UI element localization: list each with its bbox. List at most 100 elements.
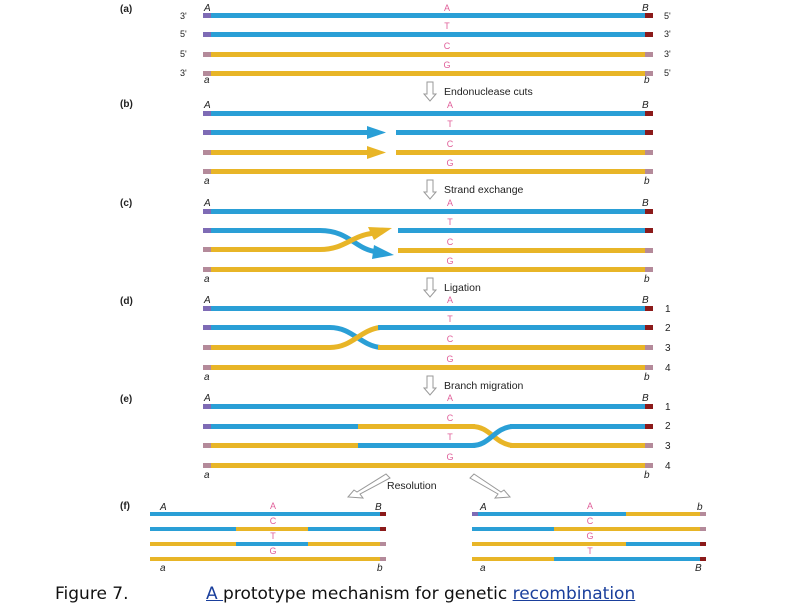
end-cap xyxy=(203,111,211,116)
end-cap xyxy=(203,13,211,18)
strand-1 xyxy=(203,13,653,18)
end-cap xyxy=(645,169,653,174)
end-cap xyxy=(203,32,211,37)
strand-4 xyxy=(150,557,386,561)
strand-letter: A xyxy=(270,501,276,511)
caption-link-recombination[interactable]: recombination xyxy=(512,584,636,604)
resolution-arrow-right-icon xyxy=(469,473,512,499)
end-cap xyxy=(700,557,706,561)
end-cap xyxy=(203,52,211,57)
step-arrow-icon xyxy=(422,81,438,102)
strand-letter: A xyxy=(447,100,453,110)
end-cap xyxy=(700,542,706,546)
strand-number: 4 xyxy=(665,461,671,472)
end-label-b: b xyxy=(377,563,383,574)
end-label-A: A xyxy=(479,502,487,513)
strand-2 xyxy=(203,32,653,37)
step-label-branch-migration: Branch migration xyxy=(444,380,524,392)
strand-letter: A xyxy=(587,501,593,511)
strand-2-right xyxy=(396,130,653,135)
end-cap xyxy=(203,325,211,330)
step-label-resolution: Resolution xyxy=(387,480,437,492)
strand-2-gold xyxy=(554,527,706,531)
end-cap xyxy=(203,424,211,429)
strand-2-blue-right xyxy=(308,527,386,531)
end-label-A: A xyxy=(159,502,167,513)
end-cap xyxy=(380,527,386,531)
strand-letter: T xyxy=(447,432,453,442)
panel-d-label: (d) xyxy=(120,296,133,307)
caption-link-a[interactable]: A xyxy=(206,584,224,604)
strand-letter: G xyxy=(269,546,276,556)
strand-4 xyxy=(203,365,653,370)
end-cap xyxy=(645,209,653,214)
step-arrow-icon xyxy=(422,179,438,200)
strand-3-gold xyxy=(150,542,236,546)
resolution-arrow-left-icon xyxy=(346,473,391,499)
strand-letter: G xyxy=(443,60,450,70)
end-cap xyxy=(700,527,706,531)
strand-letter: A xyxy=(444,3,450,13)
strand-3-arrowhead xyxy=(367,146,386,159)
strand-1-blue xyxy=(472,512,626,516)
strand-2-gold xyxy=(236,527,308,531)
right-mark-1: 5' xyxy=(664,11,671,21)
strand-3-invading xyxy=(203,230,375,252)
resolution-product-left: A B a b A C T G xyxy=(150,501,386,574)
end-cap xyxy=(380,557,386,561)
strand-4-blue xyxy=(554,557,706,561)
step-label-endonuclease: Endonuclease cuts xyxy=(444,86,533,98)
panel-c-label: (c) xyxy=(120,198,132,209)
panel-e-label: (e) xyxy=(120,394,132,405)
end-cap xyxy=(645,150,653,155)
end-cap xyxy=(203,463,211,468)
end-cap xyxy=(645,13,653,18)
end-cap xyxy=(203,130,211,135)
strand-3-gold xyxy=(472,542,626,546)
strand-1 xyxy=(203,111,653,116)
end-label-A: A xyxy=(203,295,211,306)
strand-letter: C xyxy=(447,139,454,149)
strand-letter: C xyxy=(587,516,594,526)
strand-3-right xyxy=(398,248,653,253)
strand-4 xyxy=(203,169,653,174)
strand-letter: A xyxy=(447,295,453,305)
panel-e: (e) A B a b A C T G 1 2 3 4 xyxy=(120,393,671,481)
strand-letter: A xyxy=(447,393,453,403)
end-cap xyxy=(645,443,653,448)
strand-letter: G xyxy=(446,256,453,266)
strand-letter: C xyxy=(447,237,454,247)
end-cap xyxy=(203,267,211,272)
strand-4 xyxy=(203,463,653,468)
end-cap xyxy=(203,345,211,350)
left-mark-1: 3' xyxy=(180,11,187,21)
end-label-a: a xyxy=(160,563,166,574)
end-cap xyxy=(645,248,653,253)
end-cap xyxy=(203,169,211,174)
left-mark-2: 5' xyxy=(180,29,187,39)
strand-1 xyxy=(203,404,653,409)
end-label-a: a xyxy=(204,372,210,383)
end-label-B: B xyxy=(375,502,382,513)
strand-3 xyxy=(203,52,653,57)
end-cap xyxy=(645,130,653,135)
end-label-a: a xyxy=(204,470,210,481)
end-cap xyxy=(203,404,211,409)
strand-2-blue xyxy=(472,527,554,531)
end-label-b: b xyxy=(644,470,650,481)
right-mark-3: 3' xyxy=(664,49,671,59)
panel-f: (f) A B a b A C T G A b xyxy=(120,501,706,574)
end-cap xyxy=(645,325,653,330)
end-cap xyxy=(645,365,653,370)
strand-1-gold xyxy=(626,512,706,516)
end-cap xyxy=(645,32,653,37)
end-cap xyxy=(700,512,706,516)
strand-2-right xyxy=(398,228,653,233)
end-label-b: b xyxy=(644,372,650,383)
end-label-B: B xyxy=(695,563,702,574)
strand-letter: T xyxy=(447,119,453,129)
panel-b-label: (b) xyxy=(120,99,133,110)
caption-text: A prototype mechanism for genetic recomb… xyxy=(206,584,635,604)
strand-letter: T xyxy=(444,21,450,31)
